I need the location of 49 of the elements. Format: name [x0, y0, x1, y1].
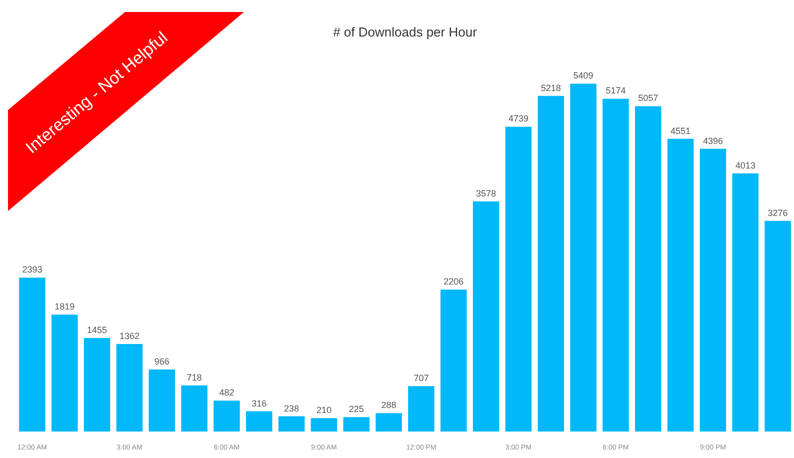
data-label: 238 — [284, 403, 300, 414]
bar — [538, 96, 564, 432]
data-label: 225 — [348, 404, 364, 414]
data-label: 1819 — [54, 302, 75, 312]
data-label: 5057 — [638, 93, 658, 104]
data-label: 5174 — [606, 86, 626, 96]
data-label: 4396 — [702, 136, 723, 146]
bar — [310, 418, 338, 432]
bar — [602, 98, 629, 432]
data-label: 966 — [154, 356, 170, 366]
data-label: 707 — [414, 373, 429, 384]
bar — [148, 369, 176, 432]
bar — [732, 173, 759, 432]
bar — [214, 400, 240, 432]
bar — [472, 201, 500, 432]
data-label: 3276 — [768, 208, 788, 218]
bar — [51, 314, 78, 432]
data-label: 5409 — [573, 70, 594, 81]
bar — [19, 278, 46, 432]
data-label: 3578 — [476, 188, 496, 198]
data-label: 4739 — [508, 114, 528, 124]
data-label: 4551 — [670, 126, 691, 136]
chart-title: # of Downloads per Hour — [333, 24, 478, 40]
data-label: 316 — [252, 398, 267, 408]
bar — [440, 290, 467, 432]
bar — [343, 417, 370, 432]
bar — [376, 413, 402, 432]
bar — [634, 106, 662, 432]
data-label: 718 — [186, 372, 202, 382]
data-label: 482 — [219, 388, 234, 398]
bar — [667, 138, 694, 432]
data-label: 5218 — [540, 82, 561, 93]
bar — [408, 386, 434, 432]
bar — [764, 220, 791, 432]
bar — [116, 344, 143, 432]
data-label: 288 — [381, 400, 396, 410]
data-label: 1455 — [87, 324, 108, 335]
data-label: 4013 — [735, 160, 756, 170]
bar — [278, 416, 305, 432]
bar — [700, 148, 726, 432]
data-label: 2393 — [22, 264, 42, 275]
data-label: 1362 — [119, 330, 140, 341]
bar — [246, 411, 272, 432]
bar — [84, 338, 110, 432]
bar — [181, 385, 208, 432]
data-label: 210 — [316, 405, 332, 416]
bar — [505, 126, 532, 432]
bar — [570, 84, 596, 432]
data-label: 2206 — [444, 276, 464, 287]
